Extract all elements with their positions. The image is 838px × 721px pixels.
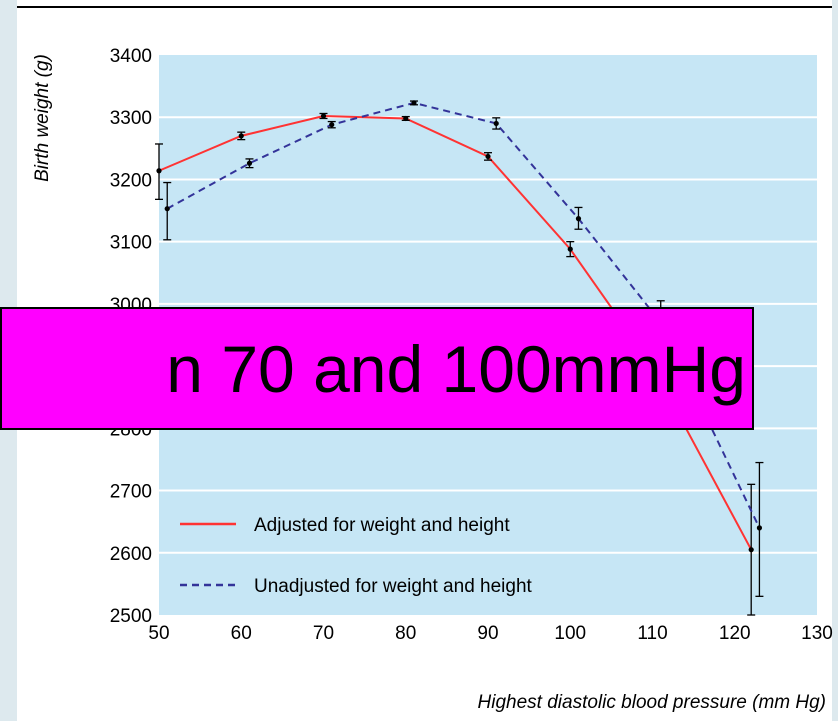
unadjusted-point — [756, 525, 763, 531]
x-tick-label: 100 — [554, 623, 586, 644]
x-tick-label: 60 — [231, 623, 252, 644]
y-tick-label: 2700 — [110, 482, 152, 503]
adjusted-point — [403, 115, 409, 122]
legend-label-adjusted: Adjusted for weight and height — [254, 515, 510, 536]
adjusted-point — [238, 133, 244, 139]
x-tick-label: 50 — [148, 623, 169, 644]
y-tick-label: 3100 — [110, 233, 152, 254]
unadjusted-point — [164, 206, 170, 212]
legend: Adjusted for weight and height Unadjusted… — [180, 515, 533, 597]
unadjusted-point — [246, 160, 253, 166]
unadjusted-point — [575, 216, 582, 222]
callout-text: n 70 and 100mmHg — [166, 331, 746, 406]
y-axis-title: Birth weight (g) — [32, 54, 53, 182]
callout-banner: n 70 and 100mmHg — [0, 307, 754, 430]
unadjusted-point — [329, 122, 335, 128]
adjusted-point — [156, 168, 162, 174]
y-tick-label: 3300 — [110, 108, 152, 129]
adjusted-point — [748, 547, 754, 553]
y-tick-label: 3400 — [110, 46, 152, 67]
adjusted-point — [485, 153, 491, 160]
y-tick-label: 2600 — [110, 544, 152, 565]
adjusted-point — [567, 246, 573, 252]
x-tick-label: 70 — [313, 623, 334, 644]
y-tick-label: 2500 — [110, 606, 152, 627]
adjusted-point — [320, 113, 327, 119]
unadjusted-point — [411, 100, 417, 106]
x-tick-label: 80 — [395, 623, 416, 644]
y-tick-label: 3200 — [110, 170, 152, 191]
x-axis-ticks: 50 60 70 80 90 100 110 120 130 — [148, 623, 832, 644]
legend-label-unadjusted: Unadjusted for weight and height — [254, 576, 533, 597]
unadjusted-point — [493, 120, 499, 127]
x-axis-title: Highest diastolic blood pressure (mm Hg) — [478, 692, 826, 713]
x-tick-label: 90 — [477, 623, 498, 644]
x-tick-label: 130 — [801, 623, 833, 644]
unadjusted-line — [166, 101, 761, 529]
x-tick-label: 110 — [637, 623, 667, 644]
x-tick-label: 120 — [719, 623, 751, 644]
